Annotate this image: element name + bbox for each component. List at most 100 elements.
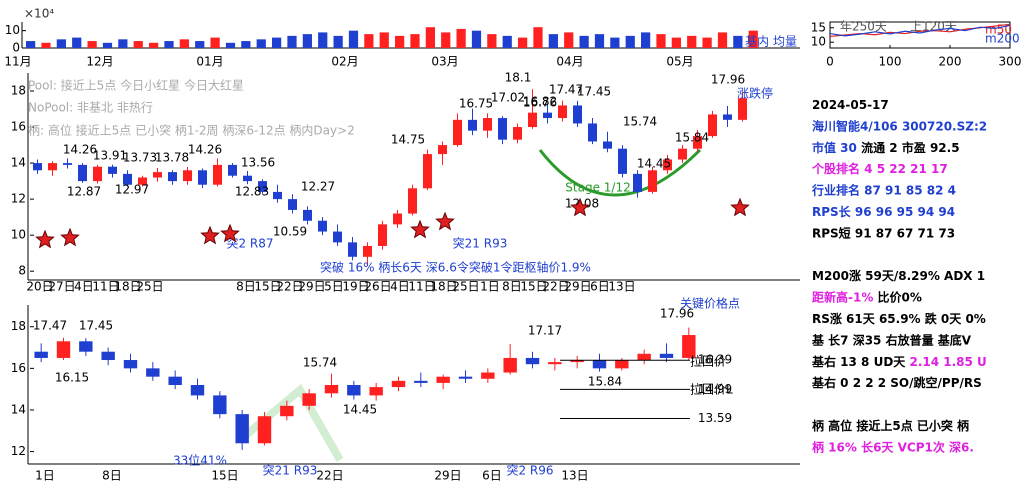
panel-row: RPS长 96 96 95 94 94	[812, 204, 955, 219]
volume-bar	[671, 37, 681, 48]
volume-bar	[287, 35, 297, 48]
candle-body	[228, 164, 237, 176]
month-label: 12月	[86, 55, 113, 69]
candle-body	[708, 114, 717, 137]
price-annotation: 突2 R87	[226, 236, 273, 251]
panel-text: 海川智能4/106 300720.SZ:2	[812, 118, 987, 133]
y-tick-label: 10	[11, 228, 26, 242]
candle-body	[93, 166, 102, 182]
y-tick-label: 16	[11, 120, 26, 134]
star-marker	[410, 219, 430, 239]
volume-bar	[256, 39, 266, 48]
panel-text: 距新高-1%	[812, 289, 873, 304]
candle-body	[615, 360, 629, 369]
panel-text: 2024-05-17	[812, 98, 889, 112]
date-label: 15日	[520, 280, 547, 294]
volume-bar	[410, 34, 420, 48]
date-label: 4日	[390, 280, 410, 294]
level-name: 拉回价L	[690, 382, 733, 397]
price-annotation: 突21 R93	[263, 463, 318, 478]
panel-row: RPS短 91 87 67 71 73	[812, 225, 955, 240]
candle-body	[146, 368, 160, 377]
volume-bar	[302, 34, 312, 48]
volume-bar	[133, 41, 143, 48]
volume-bar	[56, 39, 66, 48]
volume-bar	[579, 35, 589, 48]
candle-body	[693, 136, 702, 149]
candle-body	[525, 357, 540, 365]
date-label: 1日	[35, 469, 55, 483]
volume-bar	[395, 35, 405, 48]
note: 柄: 高位 接近上5点 已小突 柄1-2周 柄深6-12点 柄内Day>2	[28, 123, 355, 138]
volume-bar	[625, 35, 635, 48]
date-label: 8日	[102, 469, 122, 483]
volume-bar	[733, 35, 743, 48]
date-label: 11日	[92, 280, 119, 294]
volume-bar	[687, 35, 697, 48]
volume-bar	[518, 37, 528, 48]
panel-row: 基右 0 2 2 2 SO/跳空/PP/RS	[811, 375, 982, 390]
date-label: 5日	[324, 280, 344, 294]
candle-body	[659, 353, 674, 358]
date-label: 25日	[452, 280, 479, 294]
price-annotation: 10.59	[273, 225, 307, 239]
candle-body	[213, 395, 227, 415]
price-annotation: 33位41%	[173, 453, 227, 468]
date-label: 27日	[48, 280, 75, 294]
volume-bar	[594, 34, 605, 48]
price-annotation: Stage 1/12	[565, 181, 630, 195]
candle-body	[333, 231, 342, 243]
price-annotation: 13.78	[155, 151, 189, 165]
level-label: 16.39	[698, 353, 732, 367]
candle-body	[438, 145, 447, 155]
volume-bar	[471, 30, 482, 48]
price-annotation: 18.1	[505, 71, 532, 85]
candle-body	[198, 170, 207, 185]
candle-body	[570, 360, 584, 363]
candle-body	[79, 341, 93, 352]
price-annotation: 15.84	[588, 375, 622, 389]
candle-body	[347, 385, 361, 396]
panel-text: 行业排名 87 91 85 82 4	[811, 182, 956, 197]
volume-bar	[102, 42, 113, 48]
candle-body	[258, 181, 267, 192]
star-marker	[435, 211, 455, 231]
candle-body	[348, 242, 357, 257]
volume-bar	[333, 35, 343, 48]
volume-bar	[149, 42, 159, 48]
candle-body	[543, 112, 552, 119]
panel-text: 2.14 1.85 U	[905, 354, 987, 368]
price-annotation: 17.47	[33, 319, 67, 333]
candle-body	[513, 127, 522, 140]
volume-bar	[26, 41, 36, 48]
volume-bar	[717, 32, 728, 48]
candle-body	[302, 393, 316, 406]
y-tick-label: 14	[11, 156, 26, 170]
candle-body	[213, 164, 222, 185]
date-label: 22日	[316, 469, 343, 483]
date-label: 29日	[434, 469, 461, 483]
volume-bar	[87, 41, 97, 48]
candle-body	[663, 159, 672, 171]
month-label: 01月	[196, 55, 223, 69]
volume-bar	[533, 27, 543, 48]
candle-body	[648, 170, 657, 192]
star-marker	[60, 227, 80, 247]
panel-row: 2024-05-17	[812, 98, 889, 112]
price-annotation: 17.02	[491, 91, 525, 105]
candle-body	[633, 173, 642, 192]
price-annotation: 17.45	[577, 85, 611, 99]
candle-body	[78, 164, 87, 182]
price-annotation: 12.97	[115, 183, 149, 197]
date-label: 29日	[298, 280, 325, 294]
volume-bar	[456, 28, 466, 48]
panel-text: 基右 13 8 UD天	[811, 353, 906, 368]
candle-body	[588, 123, 597, 142]
candle-body	[243, 175, 252, 182]
price-annotation: 16.76	[523, 96, 557, 110]
volume-bar	[748, 30, 758, 48]
y-tick-label: 18	[11, 319, 26, 333]
panel-text: 基 长7 深35 右放普量 基底V	[811, 332, 972, 347]
panel-row: 个股排名 4 5 22 21 17	[811, 161, 948, 176]
legend-label: 基内	[745, 35, 769, 49]
